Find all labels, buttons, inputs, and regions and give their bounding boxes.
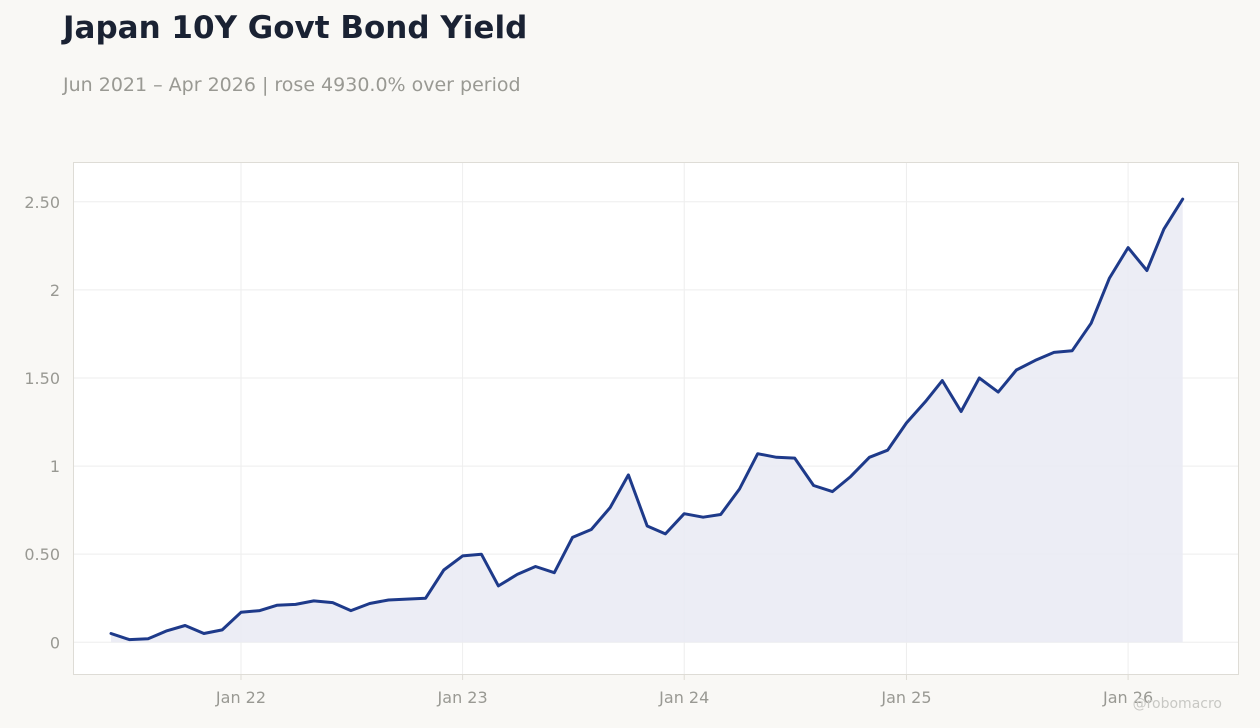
chart-title: Japan 10Y Govt Bond Yield bbox=[63, 10, 528, 46]
x-tick-label: Jan 26 bbox=[1102, 688, 1153, 707]
data-point bbox=[387, 598, 391, 602]
data-point bbox=[183, 624, 187, 628]
x-axis-tick-labels: Jan 22 Jan 23 Jan 24 Jan 25 Jan 26 bbox=[215, 688, 1153, 707]
data-point bbox=[756, 452, 760, 456]
y-axis-tick-labels: 0 0.50 1 1.50 2 2.50 bbox=[24, 193, 60, 653]
data-point bbox=[793, 456, 797, 460]
data-point bbox=[645, 524, 649, 528]
data-point bbox=[534, 565, 538, 569]
data-point bbox=[775, 455, 779, 459]
data-point bbox=[552, 571, 556, 575]
data-point bbox=[738, 487, 742, 491]
data-point bbox=[977, 376, 981, 380]
data-point bbox=[461, 554, 465, 558]
data-point bbox=[1107, 276, 1111, 280]
data-point bbox=[312, 599, 316, 603]
data-point bbox=[109, 632, 113, 636]
data-point bbox=[220, 628, 224, 632]
data-point bbox=[626, 473, 630, 477]
data-point bbox=[1089, 321, 1093, 325]
data-point bbox=[1162, 227, 1166, 231]
data-point bbox=[663, 532, 667, 536]
data-point bbox=[719, 513, 723, 517]
data-point bbox=[202, 632, 206, 636]
data-point bbox=[1070, 349, 1074, 353]
data-point bbox=[996, 390, 1000, 394]
data-point bbox=[1145, 269, 1149, 273]
data-point bbox=[1033, 358, 1037, 362]
data-point bbox=[146, 637, 150, 641]
x-tick-label: Jan 22 bbox=[215, 688, 266, 707]
data-point bbox=[1126, 246, 1130, 250]
data-point bbox=[127, 638, 131, 642]
data-point bbox=[1181, 197, 1185, 201]
y-tick-label: 2 bbox=[50, 281, 60, 300]
x-tick-label: Jan 23 bbox=[437, 688, 488, 707]
data-point bbox=[331, 601, 335, 605]
watermark: @robomacro bbox=[1132, 696, 1222, 712]
chart-subtitle: Jun 2021 – Apr 2026 | rose 4930.0% over … bbox=[63, 74, 521, 96]
data-point bbox=[1014, 368, 1018, 372]
data-point bbox=[608, 506, 612, 510]
data-point bbox=[165, 629, 169, 633]
series-line bbox=[109, 197, 1185, 642]
data-point bbox=[479, 552, 483, 556]
data-point bbox=[496, 584, 500, 588]
data-point bbox=[812, 484, 816, 488]
data-point bbox=[959, 410, 963, 414]
y-tick-label: 0.50 bbox=[24, 545, 60, 564]
x-tick-label: Jan 25 bbox=[880, 688, 931, 707]
data-point bbox=[682, 512, 686, 516]
data-point bbox=[923, 400, 927, 404]
data-point bbox=[442, 568, 446, 572]
y-tick-label: 2.50 bbox=[24, 193, 60, 212]
y-tick-label: 0 bbox=[50, 633, 60, 652]
data-point bbox=[294, 602, 298, 606]
data-point bbox=[886, 448, 890, 452]
data-point bbox=[571, 535, 575, 539]
data-point bbox=[905, 421, 909, 425]
data-point bbox=[405, 597, 409, 601]
data-point bbox=[239, 610, 243, 614]
y-tick-label: 1.50 bbox=[24, 369, 60, 388]
data-point bbox=[275, 603, 279, 607]
data-point bbox=[349, 609, 353, 613]
data-point bbox=[589, 528, 593, 532]
data-point bbox=[940, 379, 944, 383]
data-point bbox=[368, 602, 372, 606]
data-point bbox=[424, 596, 428, 600]
data-point bbox=[701, 515, 705, 519]
y-tick-label: 1 bbox=[50, 457, 60, 476]
data-point bbox=[867, 455, 871, 459]
data-point bbox=[830, 490, 834, 494]
series-area-fill bbox=[111, 199, 1183, 643]
data-point bbox=[849, 475, 853, 479]
data-point bbox=[258, 609, 262, 613]
x-tick-label: Jan 24 bbox=[658, 688, 709, 707]
data-point bbox=[1052, 350, 1056, 354]
data-point bbox=[515, 572, 519, 576]
